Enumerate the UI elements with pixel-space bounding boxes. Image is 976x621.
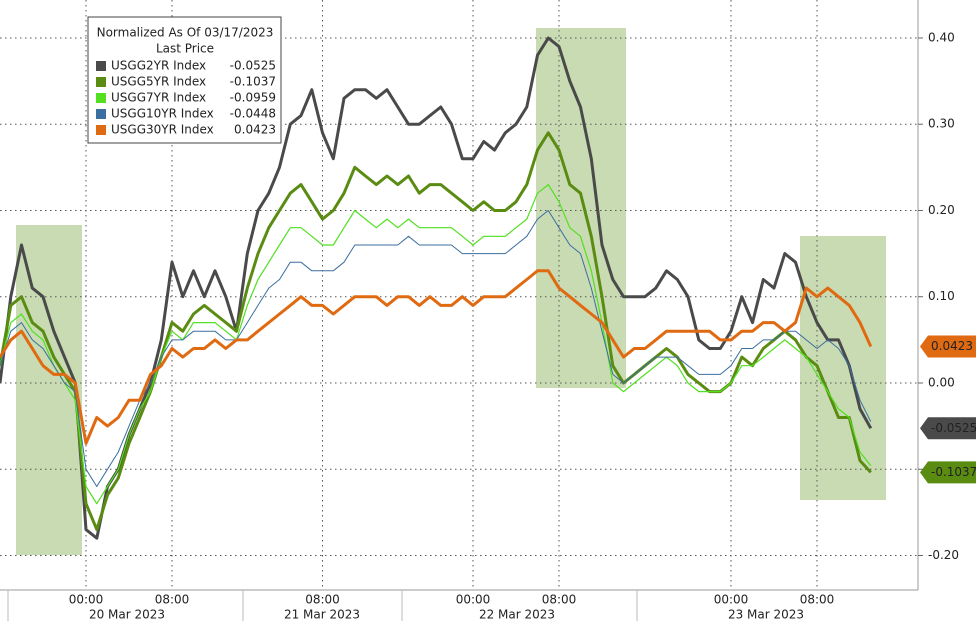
legend-value: -0.0959 [230,91,276,105]
y-tick-label: 0.10 [928,289,955,303]
legend-swatch [96,109,106,119]
highlight-box [16,225,82,555]
legend-value: -0.1037 [230,75,276,89]
legend-value: -0.0448 [230,107,276,121]
x-tick-label: 00:00 [69,593,104,607]
end-label: -0.1037 [931,465,976,479]
date-label: 20 Mar 2023 [89,608,165,621]
lines [0,36,873,540]
end-label-box [920,335,976,358]
legend-swatch [96,93,106,103]
highlight-box [800,236,886,500]
legend-value: -0.0525 [230,59,276,73]
date-label: 22 Mar 2023 [479,608,555,621]
y-tick-label: 0.20 [928,203,955,217]
x-tick-label: 08:00 [155,593,190,607]
series-line [0,269,873,445]
legend-label: USGG5YR Index [111,75,206,89]
end-label-box [920,461,976,484]
legend-label: USGG7YR Index [111,91,206,105]
x-tick-label: 08:00 [305,593,340,607]
y-tick-label: 0.00 [928,375,955,389]
legend-value: 0.0423 [234,123,276,137]
highlight-box [536,28,626,388]
legend-swatch [96,77,106,87]
legend-title: Normalized As Of 03/17/2023 [97,26,274,40]
legend-label: USGG2YR Index [111,59,206,73]
end-label: -0.0525 [931,421,976,435]
legend-label: USGG30YR Index [111,123,214,137]
end-labels: -0.0525 -0.1037 0.0423 [920,335,976,484]
legend-swatch [96,125,106,135]
x-tick-label: 00:00 [714,593,749,607]
y-tick-label: -0.20 [928,548,959,562]
x-tick-label: 08:00 [542,593,577,607]
end-label: 0.0423 [931,339,973,353]
y-tick-label: 0.30 [928,117,955,131]
legend-swatch [96,61,106,71]
legend-subtitle: Last Price [156,42,214,56]
series-line [0,210,872,487]
legend-label: USGG10YR Index [111,107,214,121]
date-label: 21 Mar 2023 [284,608,360,621]
date-label: 23 Mar 2023 [728,608,804,621]
series-line [0,184,872,505]
x-tick-label: 00:00 [456,593,491,607]
end-label-box [920,417,976,440]
legend: Normalized As Of 03/17/2023 Last Price U… [87,16,282,144]
x-tick-label: 08:00 [800,593,835,607]
legend-box [87,16,282,144]
y-tick-label: 0.40 [928,30,955,44]
